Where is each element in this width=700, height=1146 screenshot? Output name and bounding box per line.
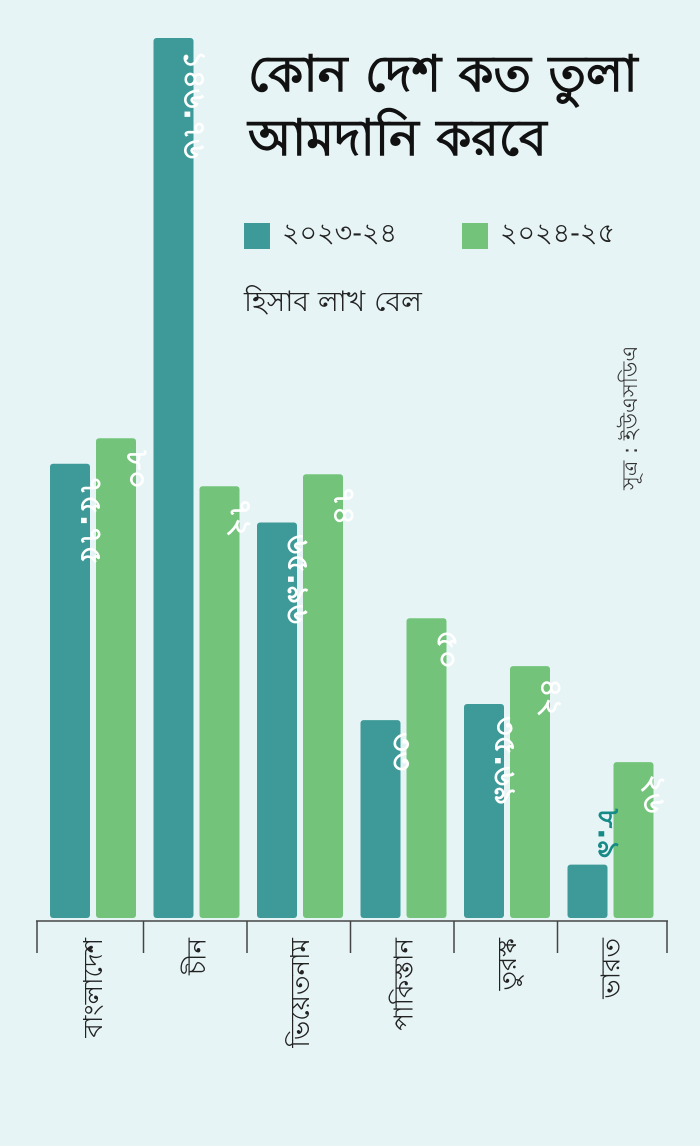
legend-label-series-1: ২০২৩-২৪	[282, 218, 398, 249]
bar-s2-5	[510, 666, 550, 918]
chart-title: কোন দেশ কত তুলা আমদানি করবে	[248, 42, 688, 170]
category-label-2: চীন	[180, 938, 212, 976]
legend-label-series-2: ২০২৪-২৫	[500, 218, 616, 249]
category-label-3: ভিয়েতনাম	[285, 937, 316, 1048]
value-label-s1-3: ৬৫.৯৬	[280, 534, 315, 624]
category-label-4: পাকিস্তান	[388, 938, 419, 1031]
bar-s2-1	[96, 438, 136, 918]
value-label-s2-6: ২৬	[637, 774, 672, 814]
category-label-5: তুরস্ক	[493, 937, 524, 992]
value-label-s2-2: ৭২	[223, 498, 258, 537]
value-label-s2-5: ৪২	[533, 678, 568, 717]
value-label-s2-3: ৭৪	[326, 486, 361, 525]
bar-s1-1	[50, 463, 90, 918]
value-label-s1-4: ৩৩	[384, 732, 419, 771]
bar-s1-6	[567, 864, 608, 918]
bar-s1-3	[257, 522, 297, 918]
bars-group	[50, 38, 654, 918]
category-label-6: ভারত	[596, 938, 626, 1000]
bar-s2-4	[406, 618, 447, 918]
value-label-s1-6: ৮.৯	[591, 808, 626, 859]
chart-title-line-1: কোন দেশ কত তুলা	[248, 45, 638, 103]
legend-swatch-series-2	[462, 222, 488, 249]
category-label-1: বাংলাদেশ	[79, 937, 109, 1038]
legend-item-series-1: ২০২৩-২৪	[244, 213, 397, 258]
value-label-s2-1: ৮০	[119, 449, 154, 489]
bar-s2-2	[199, 486, 240, 918]
unit-note: হিসাব লাখ বেল	[244, 285, 422, 318]
bar-labels-group: ৭৫.৭৫ ৮০ ১৪৬.৭৬ ৭২ ৬৫.৯৬ ৭৪ ৩৩ ৫০ ৩৫.৬৯ ৪২ ৮.৯ ২৬	[73, 50, 672, 859]
value-label-s1-1: ৭৫.৭৫	[73, 476, 108, 565]
chart-title-line-2: আমদানি করবে	[248, 109, 547, 167]
x-axis: বাংলাদেশ চীন ভিয়েতনাম পাকিস্তান তুরস্ক ভারত	[36, 920, 668, 1049]
bar-s1-5	[464, 703, 504, 918]
value-label-s1-5: ৩৫.৬৯	[487, 716, 522, 805]
bar-s2-3	[303, 474, 343, 918]
bar-s2-6	[613, 762, 654, 918]
value-label-s1-2: ১৪৬.৭৬	[177, 50, 212, 159]
legend-swatch-series-1	[244, 222, 270, 249]
source-note: সূত্র : ইউএসডিএ	[618, 345, 642, 490]
legend-item-series-2: ২০২৪-২৫	[462, 213, 615, 258]
bar-s1-4	[360, 720, 401, 918]
bar-s1-2	[153, 38, 194, 918]
value-label-s2-4: ৫০	[430, 630, 465, 669]
